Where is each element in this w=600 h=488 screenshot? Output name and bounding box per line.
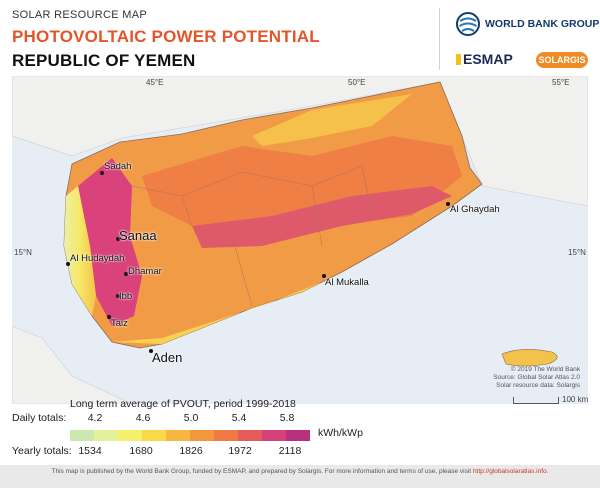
city-marker-al-mukalla (322, 274, 326, 278)
legend-swatch (94, 430, 118, 441)
lon-label-45: 45°E (146, 78, 164, 87)
city-marker-sanaa (116, 237, 120, 241)
scale-bar (513, 397, 559, 404)
city-label-ibb: Ibb (119, 291, 133, 302)
legend-swatch (70, 430, 94, 441)
legend-swatch (286, 430, 310, 441)
solar-map: 45°E 50°E 55°E 15°N 15°N Sadah Sanaa Al … (12, 76, 588, 404)
lon-label-50: 50°E (348, 78, 366, 87)
footer-link[interactable]: http://globalsolaratlas.info. (472, 468, 549, 475)
city-label-sadah: Sadah (104, 161, 132, 172)
lat-label-left: 15°N (14, 248, 32, 257)
legend-caption: Long term average of PVOUT, period 1999-… (70, 398, 296, 410)
map-credits: © 2019 The World Bank Source: Global Sol… (493, 366, 580, 390)
legend-swatch (118, 430, 142, 441)
footer-text: This map is published by the World Bank … (51, 468, 472, 475)
city-label-aden: Aden (152, 350, 183, 365)
highlands-east (192, 186, 452, 248)
legend-swatch (166, 430, 190, 441)
yearly-totals-label: Yearly totals: (12, 445, 72, 457)
daily-tick: 5.8 (279, 412, 295, 424)
world-bank-logo-text: WORLD BANK GROUP (485, 18, 600, 30)
city-label-al-hudaydah: Al Hudaydah (70, 253, 125, 264)
daily-tick: 4.2 (87, 412, 103, 424)
legend-swatch (142, 430, 166, 441)
daily-tick: 5.4 (231, 412, 247, 424)
credit-line: Source: Global Solar Atlas 2.0 (493, 374, 580, 381)
yearly-tick: 1972 (228, 445, 252, 457)
city-label-sanaa: Sanaa (119, 228, 157, 243)
city-marker-al-hudaydah (66, 262, 70, 266)
city-label-al-mukalla: Al Mukalla (325, 277, 369, 288)
esmap-mark-icon (456, 54, 461, 65)
yearly-tick: 1680 (129, 445, 153, 457)
neighbor-land-africa (12, 325, 133, 404)
legend-swatch (190, 430, 214, 441)
daily-tick: 5.0 (183, 412, 199, 424)
city-label-dhamar: Dhamar (128, 266, 162, 277)
lon-label-55: 55°E (552, 78, 570, 87)
city-label-taiz: Taiz (111, 318, 128, 329)
legend-color-scale (70, 430, 310, 441)
credit-line: © 2019 The World Bank (510, 366, 580, 373)
admin-boundaries (131, 165, 373, 307)
country-title: REPUBLIC OF YEMEN (12, 51, 196, 70)
coastal-plain (64, 186, 96, 316)
city-marker-taiz (107, 315, 111, 319)
city-marker-sadah (100, 171, 104, 175)
legend-swatch (238, 430, 262, 441)
map-header: SOLAR RESOURCE MAP PHOTOVOLTAIC POWER PO… (0, 0, 600, 76)
legend-swatch (214, 430, 238, 441)
city-label-al-ghaydah: Al Ghaydah (450, 204, 500, 215)
city-marker-ibb (116, 294, 120, 298)
city-marker-dhamar (124, 272, 128, 276)
globe-icon (456, 12, 480, 36)
socotra-island (501, 349, 558, 367)
daily-tick: 4.6 (135, 412, 151, 424)
scale-label: 100 km (562, 395, 589, 404)
legend-unit: kWh/kWp (318, 427, 363, 439)
daily-totals-label: Daily totals: (12, 412, 67, 424)
map-title: PHOTOVOLTAIC POWER POTENTIAL (12, 27, 320, 46)
city-marker-al-ghaydah (446, 202, 450, 206)
legend-swatch (262, 430, 286, 441)
desert-zone (252, 94, 412, 146)
credit-line: Solar resource data: Solargis (496, 382, 580, 389)
lat-label-right: 15°N (568, 248, 586, 257)
yearly-tick: 1534 (78, 445, 102, 457)
city-marker-aden (149, 349, 153, 353)
map-canvas (12, 76, 588, 404)
header-divider (439, 8, 440, 70)
neighbor-land-north (12, 76, 588, 207)
yearly-tick: 1826 (179, 445, 203, 457)
world-bank-logo: WORLD BANK GROUP (456, 12, 599, 38)
overline-title: SOLAR RESOURCE MAP (12, 9, 147, 21)
esmap-logo: ESMAP (456, 51, 513, 67)
highlands-zone (78, 158, 142, 326)
footer: This map is published by the World Bank … (0, 465, 600, 488)
esmap-logo-text: ESMAP (463, 51, 513, 67)
solargis-logo: SOLARGIS (536, 52, 588, 68)
yearly-tick: 2118 (278, 445, 302, 457)
